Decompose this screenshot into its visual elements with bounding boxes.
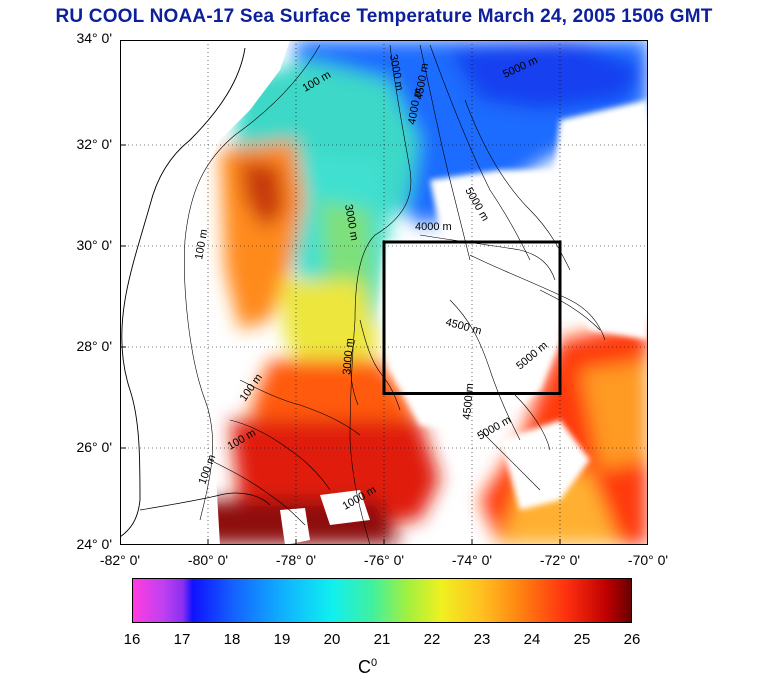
lon-label: -78° 0' <box>275 552 317 568</box>
colorbar-tick: 21 <box>373 631 391 648</box>
lon-label: -80° 0' <box>187 552 229 568</box>
lon-label: -74° 0' <box>451 552 493 568</box>
colorbar-tick: 19 <box>273 631 291 648</box>
colorbar-tick: 17 <box>173 631 191 648</box>
lat-label: 34° 0' <box>76 30 112 46</box>
colorbar-tick: 26 <box>623 631 641 648</box>
colorbar-unit: C0 <box>358 657 377 678</box>
coastline-keys <box>139 492 271 511</box>
lat-label: 26° 0' <box>76 439 112 455</box>
land-mask <box>120 40 648 545</box>
colorbar <box>132 578 632 623</box>
coastline <box>120 47 246 538</box>
contours <box>184 44 606 545</box>
sst-map: 100 m 100 m 100 m 100 m 100 m 3000 m 300… <box>120 40 648 545</box>
lon-label: -82° 0' <box>99 552 141 568</box>
colorbar-tick: 23 <box>473 631 491 648</box>
region-box <box>382 240 562 395</box>
lat-label: 28° 0' <box>76 338 112 354</box>
contour-label: 3000 m <box>341 338 356 376</box>
lon-label: -70° 0' <box>627 552 669 568</box>
unit-superscript: 0 <box>371 657 378 669</box>
lat-label: 30° 0' <box>76 237 112 253</box>
contour-label: 100 m <box>193 228 210 260</box>
colorbar-tick: 22 <box>423 631 441 648</box>
colorbar-tick: 24 <box>523 631 541 648</box>
lat-label: 32° 0' <box>76 136 112 152</box>
lon-label: -76° 0' <box>363 552 405 568</box>
unit-text: C <box>358 657 371 677</box>
colorbar-tick: 18 <box>223 631 241 648</box>
colorbar-tick: 20 <box>323 631 341 648</box>
map-title: RU COOL NOAA-17 Sea Surface Temperature … <box>55 6 713 27</box>
colorbar-tick: 25 <box>573 631 591 648</box>
colorbar-tick: 16 <box>123 631 141 648</box>
lon-label: -72° 0' <box>539 552 581 568</box>
contour-label: 4000 m <box>415 221 452 233</box>
lat-label: 24° 0' <box>76 536 112 552</box>
